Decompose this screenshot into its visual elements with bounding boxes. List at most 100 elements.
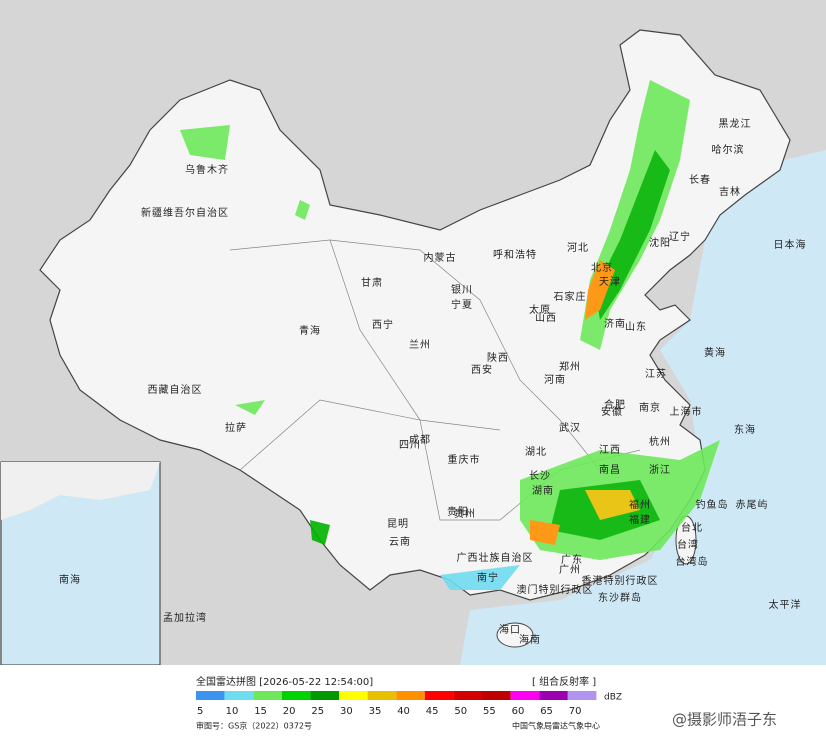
source: 中国气象局雷达气象中心 — [512, 721, 600, 731]
map-label: 广州 — [559, 564, 581, 576]
map-label: 湖北 — [525, 446, 547, 458]
map-label: 广西壮族自治区 — [457, 551, 534, 564]
legend-swatch — [453, 691, 482, 700]
map-label: 江苏 — [645, 367, 667, 380]
legend-label: 55 — [483, 706, 496, 717]
hainan — [496, 622, 534, 648]
legend-swatch — [567, 691, 597, 700]
map-label: 太原 — [529, 303, 551, 316]
map-label: 天津 — [599, 276, 621, 288]
map-label: 江西 — [599, 444, 621, 456]
map-label: 澳门特别行政区 — [517, 583, 594, 596]
map-label: 广东 — [561, 553, 583, 566]
map-label: 钓鱼岛 — [696, 498, 729, 511]
legend-label: 25 — [311, 706, 324, 717]
map-label: 拉萨 — [225, 421, 247, 434]
map-label: 东海 — [734, 423, 756, 436]
legend-label: 60 — [512, 706, 525, 717]
map-label: 武汉 — [559, 421, 581, 434]
legend-swatch — [424, 691, 454, 700]
map-label: 海口 — [499, 623, 521, 636]
map-label: 四川 — [399, 440, 421, 451]
unit: dBZ — [604, 693, 622, 703]
legend-label: 65 — [540, 706, 553, 717]
map-label: 昆明 — [387, 518, 409, 530]
legend-swatch — [482, 691, 511, 700]
map-label: 哈尔滨 — [712, 143, 745, 156]
legend-label: 40 — [397, 706, 410, 717]
sea — [460, 150, 826, 665]
map-label: 台北 — [681, 521, 703, 534]
legend-swatch — [510, 691, 540, 700]
map-label: 吉林 — [719, 185, 741, 198]
map-label: 成都 — [409, 434, 431, 446]
legend-label: 45 — [426, 706, 439, 717]
legend-swatch — [281, 691, 311, 700]
map-label: 呼和浩特 — [493, 249, 537, 261]
radar-echo — [180, 80, 720, 590]
map-label: 北京 — [591, 261, 613, 274]
legend-swatch — [367, 691, 397, 700]
map-label: 台湾 — [677, 538, 699, 551]
map-label: 辽宁 — [669, 230, 691, 243]
map-label: 青海 — [299, 324, 321, 337]
map-label: 新疆维吾尔自治区 — [141, 206, 229, 219]
legend-swatch — [310, 691, 339, 700]
map-label: 山东 — [625, 320, 647, 333]
map-label: 西安 — [471, 363, 493, 376]
legend-label: 10 — [226, 706, 239, 717]
map-label: 东沙群岛 — [598, 591, 642, 604]
legend-swatch — [196, 691, 225, 700]
legend-label: 20 — [283, 706, 296, 717]
legend-label: 30 — [340, 706, 353, 717]
map-label: 海南 — [519, 633, 541, 646]
map-label: 黄海 — [704, 346, 726, 359]
map-label: 长春 — [689, 174, 711, 186]
map-label: 贵阳 — [447, 505, 469, 518]
map-label: 南海 — [59, 573, 81, 586]
map-label: 孟加拉湾 — [163, 611, 207, 624]
map-label: 香港特别行政区 — [582, 574, 659, 587]
product-name: [ 组合反射率 ] — [532, 675, 596, 688]
map-label: 台湾岛 — [676, 555, 709, 568]
map-label: 杭州 — [649, 435, 671, 448]
legend-label: 50 — [454, 706, 467, 717]
map-label: 宁夏 — [451, 298, 473, 311]
map-label: 山西 — [535, 312, 557, 324]
map-label: 重庆市 — [448, 453, 481, 466]
map-label: 西宁 — [372, 318, 394, 331]
map-label: 银川 — [451, 283, 473, 296]
map-label: 安徽 — [601, 405, 623, 418]
legend-swatch — [224, 691, 254, 700]
map-label: 南昌 — [599, 463, 621, 476]
map-label: 河北 — [567, 242, 589, 254]
map-label: 云南 — [389, 535, 411, 548]
map-label: 湖南 — [532, 484, 554, 497]
map-label: 内蒙古 — [424, 251, 457, 264]
map-label: 赤尾屿 — [736, 499, 769, 511]
legend-label: 35 — [369, 706, 382, 717]
legend-label: 70 — [569, 706, 582, 717]
map-label: 沈阳 — [649, 236, 671, 249]
legend-panel — [0, 665, 826, 740]
inset-land — [1, 462, 160, 520]
map-label: 贵州 — [454, 507, 476, 520]
review-number: 审图号：GS京（2022）0372号 — [196, 721, 312, 731]
map-label: 兰州 — [409, 338, 431, 351]
map-label: 福建 — [629, 513, 651, 526]
map-label: 西藏自治区 — [148, 383, 203, 396]
legend-swatch — [539, 691, 568, 700]
map-label: 浙江 — [649, 464, 671, 476]
map-label: 太平洋 — [769, 598, 802, 611]
map-label: 南京 — [639, 401, 661, 414]
legend-swatch — [396, 691, 425, 700]
map-label: 福州 — [629, 498, 651, 511]
map-label: 济南 — [604, 317, 626, 330]
map-label: 乌鲁木齐 — [185, 163, 229, 176]
map-label: 黑龙江 — [719, 117, 752, 130]
map-label: 石家庄 — [554, 290, 587, 303]
map-label: 南宁 — [477, 571, 499, 584]
legend-label: 15 — [254, 706, 267, 717]
map-label: 甘肃 — [361, 276, 383, 289]
